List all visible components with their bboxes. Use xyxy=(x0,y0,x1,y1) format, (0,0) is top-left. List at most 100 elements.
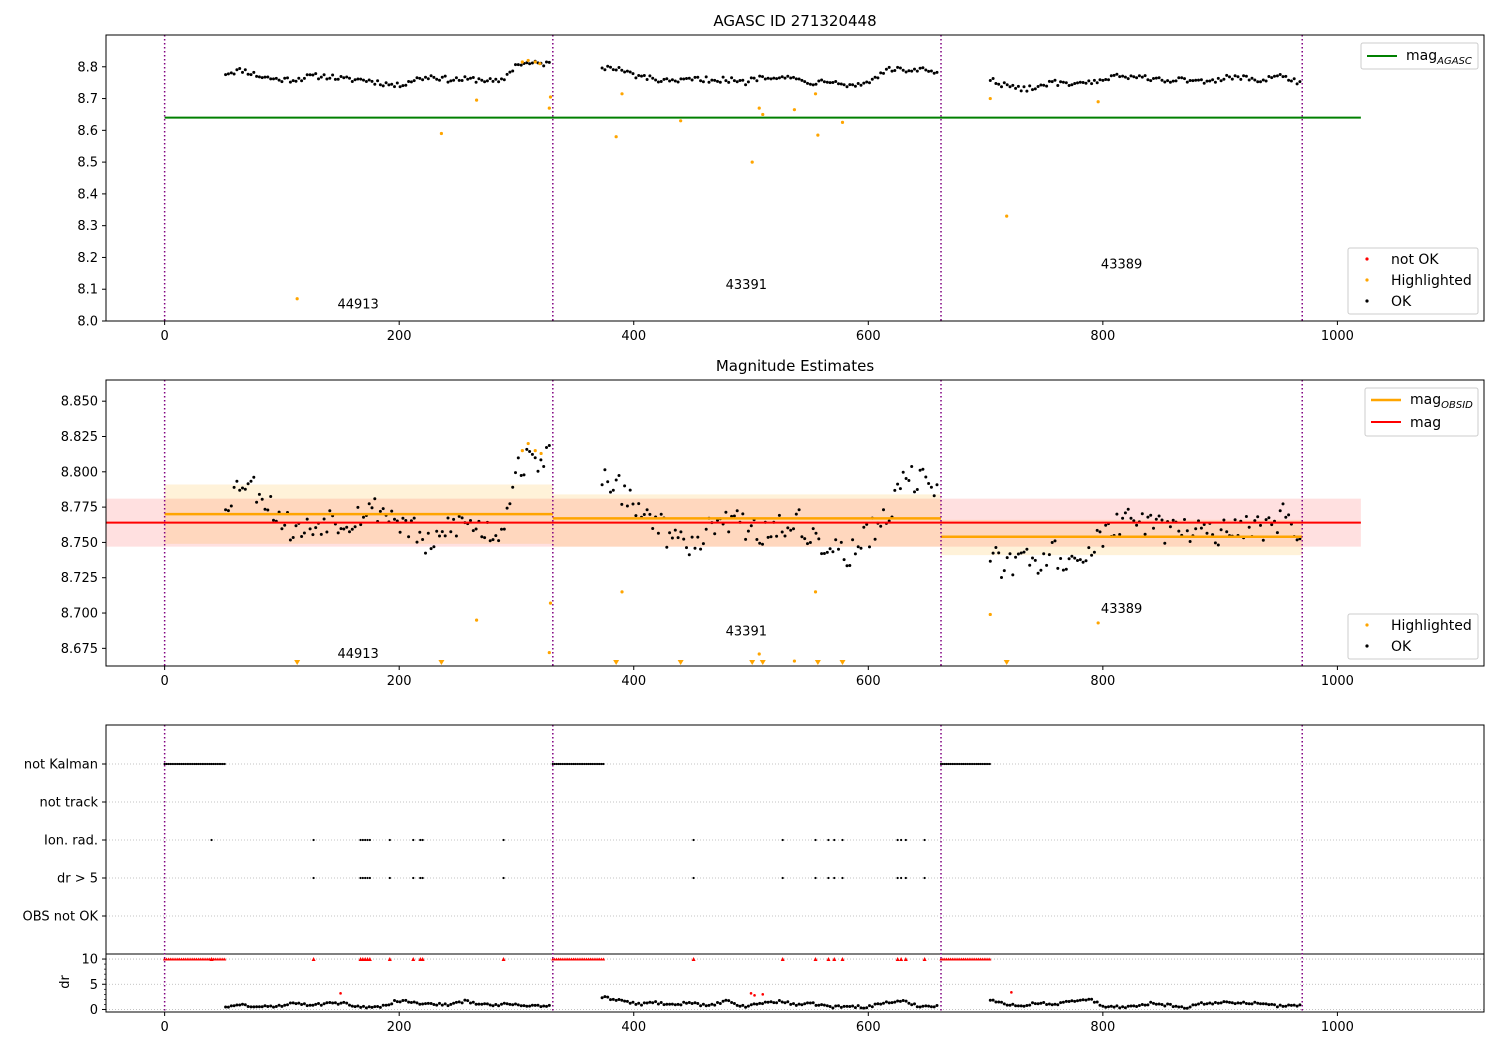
ok-point xyxy=(628,70,632,74)
ok-point xyxy=(1005,83,1009,87)
ok-point xyxy=(547,1003,551,1007)
ok-point xyxy=(1070,83,1074,87)
ok-point xyxy=(935,1004,939,1007)
y-tick-label: 8.675 xyxy=(61,642,98,657)
ok-point xyxy=(226,1005,230,1009)
ok-point xyxy=(651,1001,655,1005)
ok-point xyxy=(997,551,1001,555)
ok-point xyxy=(454,76,458,80)
ok-point xyxy=(915,69,919,73)
ok-point xyxy=(308,527,312,531)
ok-point xyxy=(1036,571,1040,575)
highlighted-point xyxy=(474,618,479,622)
flag-point xyxy=(833,838,836,842)
capped-dr-marker xyxy=(209,957,214,962)
ok-point xyxy=(1000,576,1003,579)
ok-point xyxy=(494,1003,498,1006)
ok-point xyxy=(1078,998,1082,1002)
ok-point xyxy=(651,76,655,80)
ok-point xyxy=(1278,509,1282,513)
ok-point xyxy=(600,483,604,487)
ok-point xyxy=(918,66,922,70)
ok-point xyxy=(1121,516,1125,520)
ok-point xyxy=(918,1005,922,1009)
ok-point xyxy=(1213,1001,1217,1004)
ok-point xyxy=(890,1001,894,1005)
ok-point xyxy=(333,1001,337,1005)
ok-point xyxy=(356,1004,360,1008)
ok-point xyxy=(1273,74,1276,78)
ok-point xyxy=(1250,1002,1254,1006)
flag-point xyxy=(969,762,973,766)
obsid-label: 43389 xyxy=(1101,602,1142,617)
ok-point xyxy=(1092,1000,1096,1004)
ok-point xyxy=(859,546,863,550)
ok-point xyxy=(865,80,869,84)
ok-point xyxy=(1177,1005,1181,1009)
flag-point xyxy=(781,838,784,842)
ok-point xyxy=(336,77,340,81)
ok-point xyxy=(1118,533,1122,536)
flag-point xyxy=(968,762,971,766)
highlighted-point xyxy=(813,590,818,594)
flag-point xyxy=(979,762,982,766)
flag-point xyxy=(555,762,558,766)
flag-point xyxy=(210,762,213,766)
ok-point xyxy=(260,497,264,501)
ok-point xyxy=(882,1001,885,1005)
flag-point xyxy=(412,838,415,842)
ok-point xyxy=(1264,518,1268,522)
ok-point xyxy=(305,73,309,77)
ok-point xyxy=(988,998,992,1002)
ok-point xyxy=(631,502,635,506)
ok-point xyxy=(300,535,304,538)
flag-point xyxy=(197,762,200,766)
ok-point xyxy=(997,1000,1001,1004)
ok-point xyxy=(1019,1004,1023,1008)
ok-point xyxy=(302,76,306,80)
ok-point xyxy=(1242,1000,1246,1004)
ok-point xyxy=(429,1002,433,1005)
ok-point xyxy=(373,82,377,86)
ok-point xyxy=(1005,556,1009,560)
ok-point xyxy=(1166,79,1170,83)
ok-point xyxy=(1070,999,1074,1003)
ok-point xyxy=(1194,527,1198,531)
ok-point xyxy=(659,512,663,516)
ok-point xyxy=(1185,1006,1189,1010)
ok-point xyxy=(631,1000,635,1004)
ok-point xyxy=(1112,1005,1116,1009)
ok-point xyxy=(611,997,615,1001)
ok-point xyxy=(404,519,408,522)
ok-point xyxy=(342,76,346,80)
ok-point xyxy=(1098,1003,1102,1007)
ok-point xyxy=(862,81,866,85)
ok-point xyxy=(769,535,773,539)
ok-point xyxy=(659,1001,663,1004)
ok-point xyxy=(500,1002,503,1006)
ok-point xyxy=(913,490,916,494)
ok-point xyxy=(305,1004,309,1008)
ok-point xyxy=(873,537,877,541)
ok-point xyxy=(1222,77,1226,81)
ok-point xyxy=(1132,75,1136,79)
ok-point xyxy=(288,538,292,542)
ok-point xyxy=(1031,88,1034,92)
ok-point xyxy=(794,512,798,516)
ok-point xyxy=(845,564,849,568)
ok-point xyxy=(1183,77,1186,81)
y-tick-label: 8.8 xyxy=(77,60,98,75)
ok-point xyxy=(438,1001,441,1005)
ok-point xyxy=(811,1001,815,1005)
ok-point xyxy=(362,515,365,519)
ok-point xyxy=(713,1003,717,1007)
ok-point xyxy=(1298,80,1302,84)
flag-point xyxy=(983,762,986,766)
ok-point xyxy=(393,517,396,521)
ok-point xyxy=(243,487,247,491)
capped-dr-marker xyxy=(840,957,845,962)
highlighted-point xyxy=(988,96,992,101)
ok-point xyxy=(1166,1002,1170,1006)
ok-point xyxy=(901,68,905,72)
ok-point xyxy=(1031,556,1034,560)
